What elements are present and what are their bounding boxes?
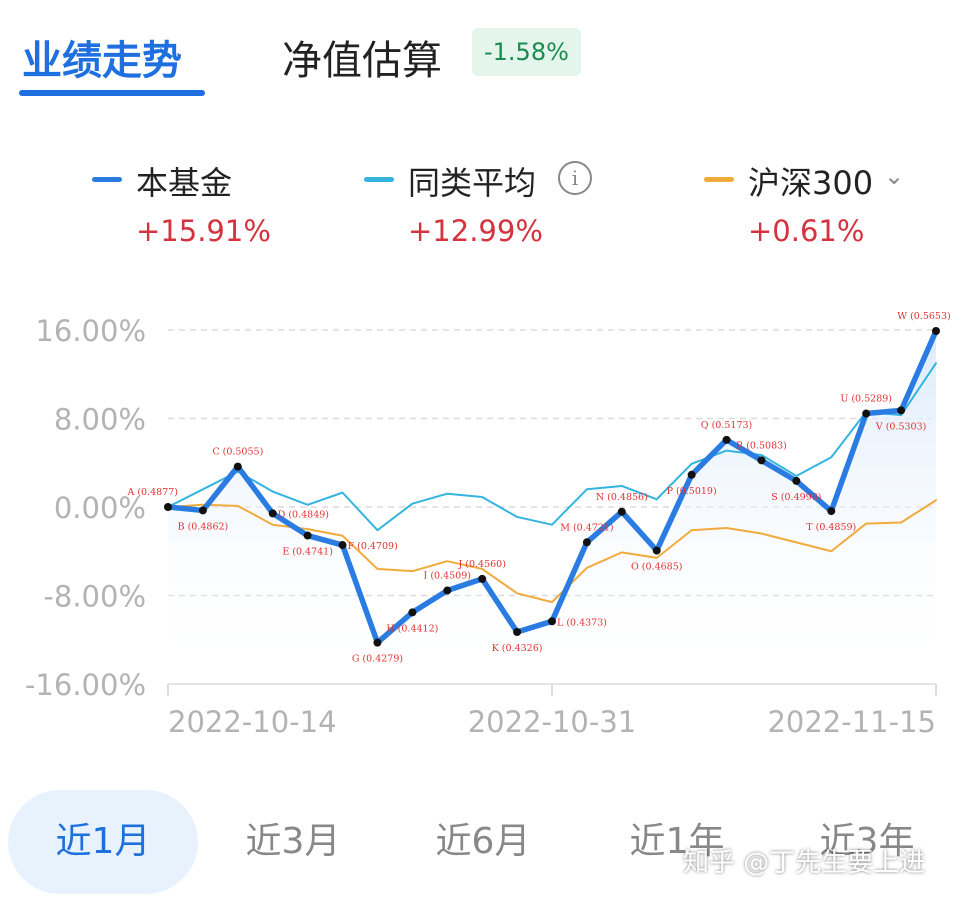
point-label: F (0.4709) <box>348 541 398 552</box>
legend-label-peer-average: 同类平均 <box>408 164 537 202</box>
legend-change-csi300: +0.61% <box>748 214 865 248</box>
data-point <box>687 470 696 479</box>
point-label: B (0.4862) <box>178 521 229 532</box>
data-point <box>478 574 487 583</box>
data-point <box>932 326 940 335</box>
point-label: K (0.4326) <box>492 643 543 654</box>
point-label: Q (0.5173) <box>701 420 752 431</box>
point-label: T (0.4859) <box>806 522 856 533</box>
point-label: N (0.4856) <box>596 492 648 503</box>
x-tick-label: 2022-11-15 <box>767 705 936 739</box>
data-point <box>303 531 312 540</box>
data-point <box>268 509 277 518</box>
data-point <box>373 638 382 647</box>
point-label: L (0.4373) <box>557 617 607 628</box>
fund-legend-swatch <box>92 177 122 182</box>
data-point <box>338 541 347 550</box>
point-label: W (0.5653) <box>897 311 950 322</box>
data-point <box>198 506 207 515</box>
data-point <box>897 406 906 415</box>
point-label: V (0.5303) <box>875 421 927 432</box>
data-point <box>757 456 766 465</box>
data-point <box>582 538 591 547</box>
data-point <box>722 435 731 444</box>
chevron-down-icon[interactable]: ⌄ <box>884 162 905 190</box>
point-label: G (0.4279) <box>352 654 403 665</box>
x-tick-label: 2022-10-14 <box>168 705 337 739</box>
point-label: S (0.4998) <box>771 492 821 503</box>
point-label: I (0.4509) <box>424 571 471 582</box>
y-tick-label: 0.00% <box>54 491 146 525</box>
point-label: A (0.4877) <box>126 487 178 498</box>
data-point <box>617 507 626 516</box>
legend-change-peer-average: +12.99% <box>408 214 543 248</box>
point-label: E (0.4741) <box>282 547 333 558</box>
data-point <box>443 586 452 595</box>
period-1-month[interactable]: 近1月 <box>8 790 198 894</box>
point-label: M (0.4721) <box>560 522 613 533</box>
info-icon[interactable]: i <box>558 161 592 195</box>
point-label: P (0.5019) <box>667 486 717 497</box>
active-tab-indicator <box>19 90 205 96</box>
legend-change-fund: +15.91% <box>136 214 271 248</box>
point-label: D (0.4849) <box>278 509 329 520</box>
data-point <box>827 507 836 516</box>
y-tick-label: 16.00% <box>35 314 146 348</box>
data-point <box>408 608 417 617</box>
period-6-months[interactable]: 近6月 <box>435 821 531 862</box>
period-1-year[interactable]: 近1年 <box>629 821 725 862</box>
point-label: O (0.4685) <box>631 562 682 573</box>
data-point <box>792 476 801 485</box>
y-tick-label: -8.00% <box>43 580 146 614</box>
point-label: U (0.5289) <box>840 394 892 405</box>
watermark-text: 知乎 @丁先生要上进 <box>683 848 926 878</box>
period-3-years[interactable]: 近3年 <box>819 821 915 862</box>
period-3-months[interactable]: 近3月 <box>245 821 341 862</box>
tab-nav-estimate[interactable]: 净值估算 <box>282 38 442 84</box>
y-tick-label: -16.00% <box>25 668 146 702</box>
estimate-change-badge: -1.58% <box>472 28 581 76</box>
data-point <box>862 409 871 418</box>
legend-label-csi300: 沪深300 <box>748 164 874 202</box>
data-point <box>164 503 172 511</box>
data-point <box>548 617 556 626</box>
peer-legend-swatch <box>364 177 394 182</box>
series-line-peer-average <box>167 362 937 532</box>
point-label: C (0.5055) <box>212 447 263 458</box>
tab-performance[interactable]: 业绩走势 <box>22 38 182 84</box>
data-point <box>233 462 242 471</box>
y-tick-label: 8.00% <box>54 403 146 437</box>
x-tick-label: 2022-10-31 <box>468 705 637 739</box>
data-point <box>513 628 522 637</box>
legend-label-fund: 本基金 <box>136 164 233 202</box>
point-label: H (0.4412) <box>386 623 438 634</box>
performance-chart[interactable]: 16.00% 8.00% 0.00% -8.00% -16.00% 2022-10-14 2… <box>0 290 973 750</box>
point-label: J (0.4560) <box>457 559 505 570</box>
point-label: R (0.5083) <box>736 440 787 451</box>
data-point <box>652 546 661 555</box>
csi300-legend-swatch <box>704 177 734 182</box>
